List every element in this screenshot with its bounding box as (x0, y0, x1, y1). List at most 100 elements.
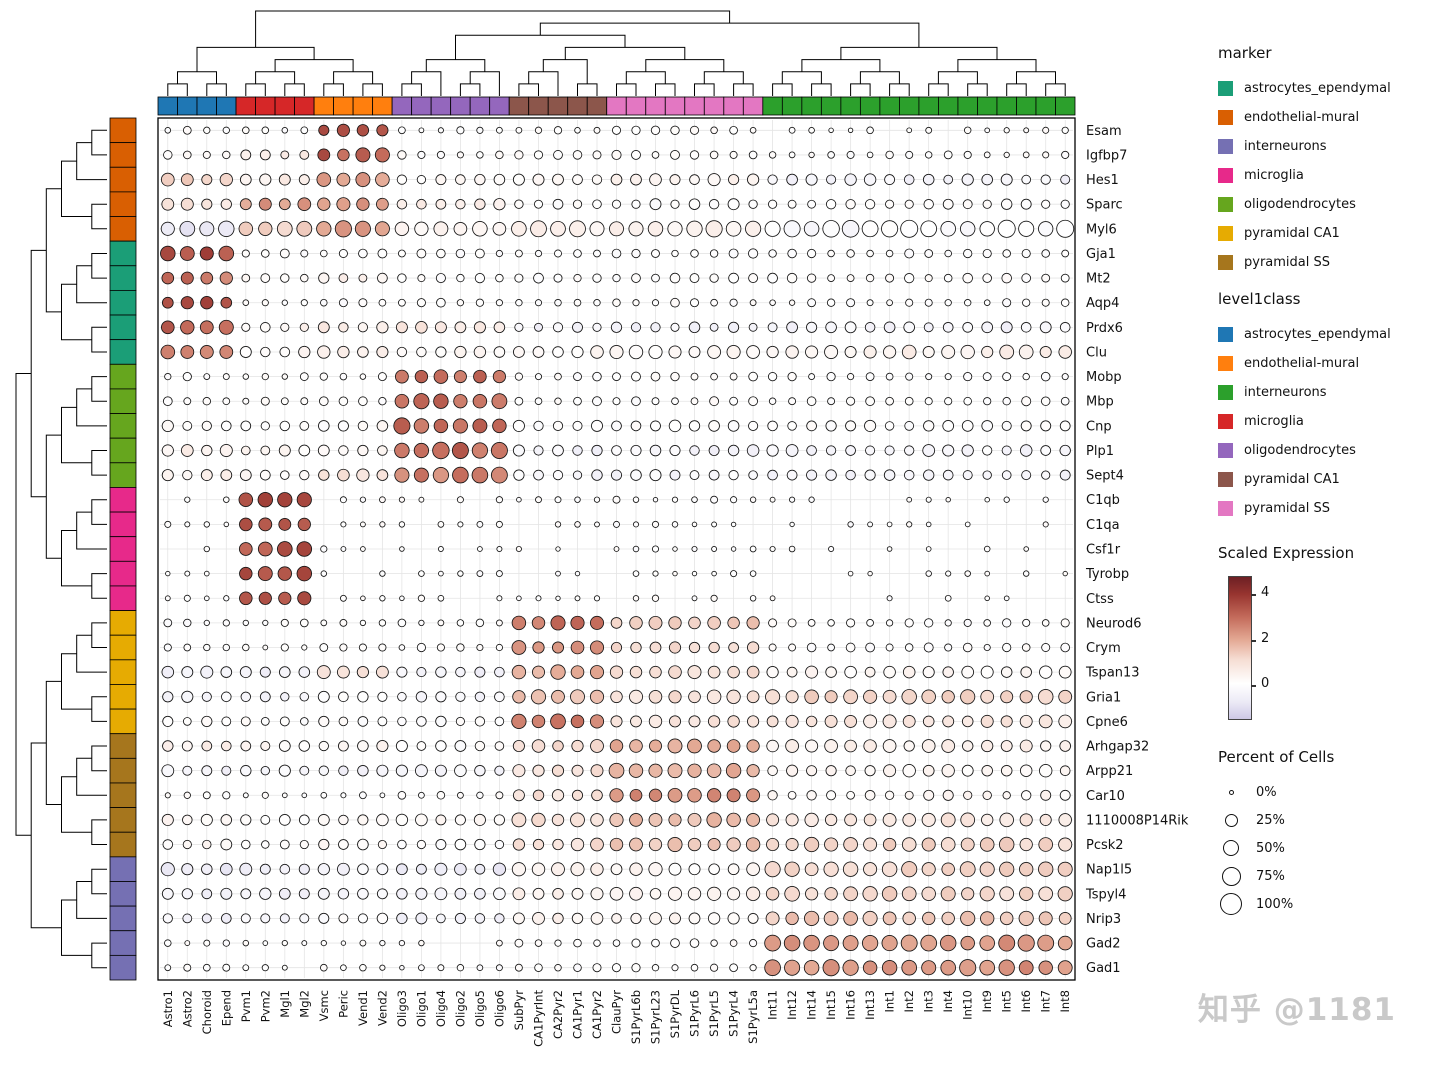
dot (571, 789, 584, 801)
dot (433, 418, 449, 434)
dot (261, 840, 270, 849)
dendrogram-link (91, 819, 107, 845)
dot (632, 521, 640, 528)
dot (299, 765, 310, 776)
dot (570, 665, 585, 679)
row-dendrogram (15, 129, 107, 969)
dot (1021, 643, 1031, 652)
dot (1042, 126, 1050, 134)
dot (746, 788, 761, 803)
dot (258, 221, 273, 236)
dot (1039, 321, 1052, 334)
dot (669, 174, 681, 186)
dot (319, 643, 329, 652)
dendrogram-link (61, 899, 92, 956)
dot (960, 837, 975, 852)
row-label: Gad1 (1086, 961, 1121, 976)
legend-label: pyramidal SS (1244, 501, 1330, 516)
dot (377, 716, 388, 727)
dot (1060, 273, 1070, 283)
dendrogram-link (76, 757, 107, 796)
dot (746, 345, 760, 359)
dot (652, 570, 659, 577)
dot (317, 887, 330, 900)
dot (435, 346, 447, 358)
dot (650, 125, 661, 135)
percent-label: 100% (1256, 896, 1294, 912)
dendrogram-link (1006, 83, 1027, 96)
dot (690, 372, 699, 381)
dot (358, 396, 368, 406)
dot (1058, 714, 1073, 729)
dot (827, 151, 835, 159)
dot (591, 469, 603, 481)
dot (828, 545, 835, 553)
dot (767, 469, 778, 481)
column-label: S1PyrL23 (649, 990, 663, 1044)
dendrogram-link (811, 83, 832, 96)
dot (495, 496, 503, 504)
dot (806, 420, 817, 432)
dot (376, 739, 389, 753)
dot (749, 964, 757, 972)
dot (841, 220, 860, 238)
dot (184, 940, 191, 947)
dot (416, 198, 427, 210)
dot (574, 127, 581, 134)
dot (357, 888, 369, 900)
dot (495, 520, 503, 528)
dot (902, 911, 916, 926)
dot (706, 788, 722, 803)
dot (493, 173, 506, 186)
dot (474, 863, 486, 875)
dot (631, 149, 641, 160)
legend-swatch (1218, 327, 1233, 342)
row-annotation-cell (109, 733, 137, 759)
dendrogram-link (91, 326, 107, 353)
dot (707, 739, 721, 753)
dot (396, 863, 408, 876)
dot (610, 617, 623, 629)
dot (920, 934, 938, 952)
column-label: S1PyrL4 (727, 990, 741, 1037)
dot (530, 689, 547, 705)
dot (610, 641, 623, 654)
dot (277, 492, 293, 508)
dot (960, 910, 976, 926)
dot (472, 221, 488, 237)
dendrogram-link (539, 22, 920, 48)
dot (357, 740, 369, 752)
dot (240, 913, 251, 924)
dot (259, 173, 272, 186)
dot (745, 837, 761, 852)
dot (749, 126, 757, 134)
dot (181, 666, 194, 679)
dot (434, 321, 447, 334)
dot (691, 521, 698, 528)
dot (591, 444, 603, 457)
dot (866, 126, 874, 135)
column-label: Pvm2 (258, 990, 272, 1022)
percent-circle (1228, 789, 1234, 795)
row-annotation-cell (109, 831, 137, 858)
row-label: Arhgap32 (1086, 740, 1149, 755)
row-annotation-cell (109, 142, 137, 168)
dot (825, 321, 837, 334)
dot (570, 714, 585, 729)
row-annotation-cell (109, 659, 137, 685)
dot (279, 863, 291, 875)
legend-item: microglia (1218, 407, 1391, 436)
dot (417, 274, 426, 283)
dot (1040, 789, 1052, 801)
dot (161, 469, 174, 482)
dot (842, 935, 859, 952)
row-annotation-cell (109, 634, 137, 661)
dot (337, 862, 350, 876)
dot (651, 938, 660, 948)
dot (1020, 322, 1032, 333)
dot (378, 643, 387, 652)
row-label: Neurod6 (1086, 616, 1142, 631)
dot (710, 126, 718, 135)
dot (200, 469, 213, 482)
dendrogram-link (323, 83, 344, 96)
